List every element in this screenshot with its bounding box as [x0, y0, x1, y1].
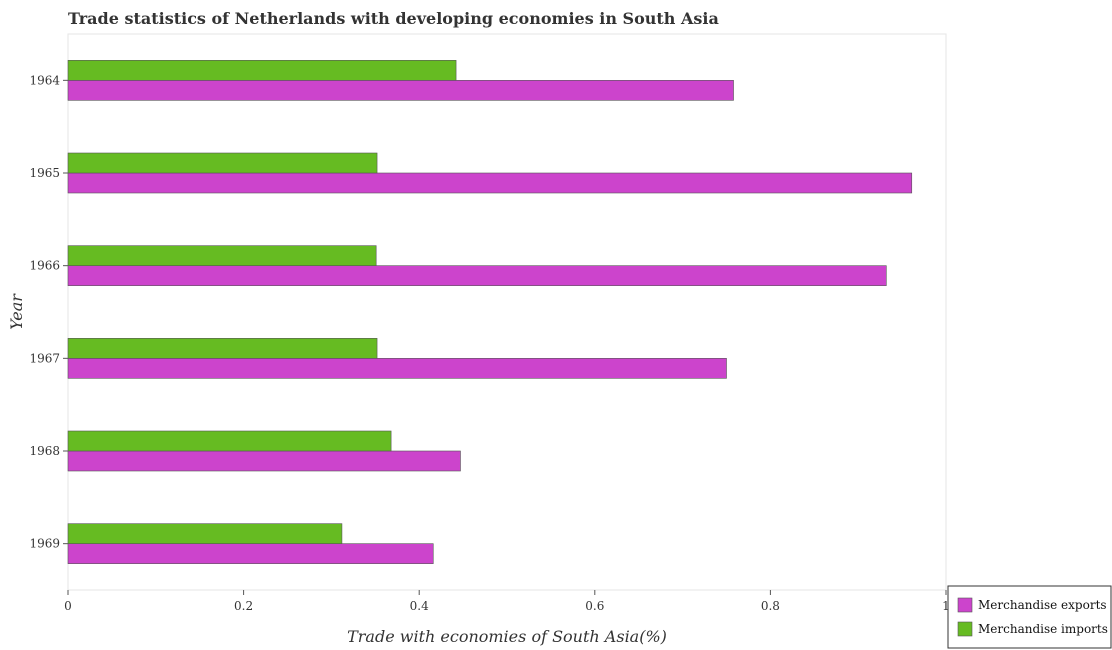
bar-imports-1965 — [67, 152, 378, 174]
x-axis: 0 0.2 0.4 0.6 0.8 1 — [64, 590, 950, 613]
plot-area — [67, 33, 947, 591]
y-tick-label: 1969 — [29, 537, 60, 551]
bar-imports-1964 — [67, 60, 457, 81]
bar-exports-1966 — [67, 265, 887, 286]
x-tick-label: 0.8 — [761, 599, 780, 613]
bar-imports-1967 — [67, 338, 378, 359]
bars-group — [67, 60, 913, 564]
legend-swatch-imports — [957, 621, 973, 637]
legend: Merchandise exports Merchandise imports — [947, 585, 1112, 649]
bar-exports-1968 — [67, 450, 461, 472]
bar-exports-1965 — [67, 172, 913, 194]
x-axis-label: Trade with economies of South Asia(%) — [347, 627, 667, 646]
y-tick-label: 1964 — [29, 73, 60, 87]
y-tick-label: 1967 — [29, 351, 60, 365]
bar-imports-1966 — [67, 245, 377, 266]
x-tick-label: 0 — [64, 599, 72, 613]
bar-exports-1967 — [67, 358, 727, 379]
bar-exports-1964 — [67, 80, 734, 101]
y-tick-label: 1965 — [29, 166, 60, 180]
legend-swatch-exports — [957, 597, 973, 613]
bar-imports-1968 — [67, 430, 392, 452]
legend-box — [947, 585, 1112, 649]
x-tick-label: 0.2 — [234, 599, 253, 613]
legend-label-imports: Merchandise imports — [978, 622, 1108, 636]
y-tick-label: 1966 — [29, 259, 60, 273]
x-tick-label: 0.4 — [410, 599, 429, 613]
legend-label-exports: Merchandise exports — [978, 598, 1107, 612]
chart-title: Trade statistics of Netherlands with dev… — [68, 9, 719, 28]
bar-exports-1969 — [67, 543, 434, 564]
x-tick-label: 0.6 — [585, 599, 604, 613]
x-tick-label: 1 — [942, 599, 950, 613]
y-axis-label: Year — [7, 293, 26, 330]
y-tick-label: 1968 — [29, 444, 60, 458]
bar-imports-1969 — [67, 523, 343, 544]
y-axis: 1964 1965 1966 1967 1968 1969 — [29, 73, 68, 551]
